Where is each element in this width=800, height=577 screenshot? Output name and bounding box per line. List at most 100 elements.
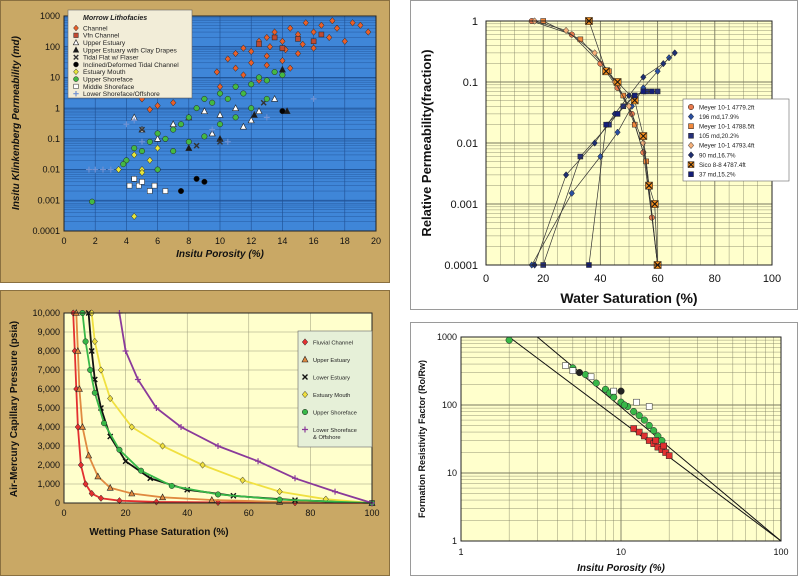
- data-point: [310, 38, 317, 45]
- x-tick-label: 6: [155, 236, 160, 246]
- data-point: [602, 67, 610, 76]
- data-point: [581, 371, 590, 379]
- chart1-x-ticks: 0 2 4 6 8 10 12 14 16 18 20: [61, 236, 381, 246]
- data-point: [147, 188, 153, 194]
- data-point: [153, 405, 160, 411]
- data-point: [209, 126, 216, 133]
- data-point: [625, 102, 633, 110]
- data-point: [248, 59, 255, 67]
- data-point: [139, 179, 145, 185]
- data-point: [266, 43, 273, 51]
- data-point: [216, 83, 224, 91]
- data-point: [287, 24, 294, 32]
- y-tick-label: 1: [452, 536, 457, 546]
- x-tick-label: 0: [61, 236, 66, 246]
- legend-marker: [72, 46, 80, 53]
- data-point: [139, 148, 145, 155]
- data-point: [193, 105, 200, 112]
- data-point: [193, 175, 200, 182]
- data-point: [115, 165, 122, 174]
- data-point: [614, 111, 621, 117]
- legend-label: Estuary Mouth: [83, 69, 126, 76]
- data-point: [139, 126, 145, 133]
- data-point: [271, 69, 278, 76]
- legend-marker: [73, 24, 79, 32]
- y-tick-label: 1: [55, 103, 60, 113]
- legend-marker: [301, 390, 309, 399]
- data-point: [318, 21, 325, 29]
- data-point: [193, 142, 200, 149]
- data-point: [326, 33, 333, 42]
- data-point: [333, 24, 341, 32]
- data-point: [318, 31, 325, 38]
- legend-marker: [73, 76, 79, 82]
- chart1-svg: 0.0001 0.001 0.01 0.1 1 10 100 1000 0 2 4 6 8 10 12 14…: [11, 9, 381, 260]
- y-tick-label: 0.001: [450, 199, 478, 211]
- data-point: [292, 475, 298, 482]
- data-point: [123, 157, 130, 164]
- legend-label: Inclined/Deformed Tidal Channel: [83, 62, 179, 69]
- data-point: [232, 114, 239, 121]
- data-point: [107, 394, 114, 403]
- data-point: [255, 458, 262, 465]
- chart2-svg: 0.0001 0.001 0.01 0.1 1 0 20 40 60 80 100 Water S…: [419, 16, 790, 306]
- data-point: [120, 161, 127, 168]
- x-tick-label: 80: [305, 508, 315, 518]
- data-point: [357, 21, 364, 29]
- data-point: [341, 37, 348, 45]
- legend-marker: [688, 133, 694, 139]
- data-point: [592, 379, 600, 387]
- data-point: [97, 366, 105, 374]
- data-point: [276, 487, 283, 496]
- legend-label: & Offshore: [313, 435, 341, 441]
- x-tick-label: 0: [483, 273, 489, 285]
- series-line: [531, 57, 670, 266]
- data-point: [208, 496, 216, 503]
- chart3-x-ticks: 0 20 40 60 80 100: [61, 508, 379, 518]
- data-point: [85, 451, 93, 459]
- data-point: [138, 467, 144, 474]
- data-point: [217, 90, 223, 97]
- data-point: [613, 78, 622, 86]
- relative-permeability-chart: 0.0001 0.001 0.01 0.1 1 0 20 40 60 80 100 Water S…: [410, 0, 798, 310]
- legend-label: Tidal Flat w/ Flaser: [83, 55, 139, 62]
- data-point: [660, 442, 667, 450]
- legend-marker: [302, 426, 308, 433]
- data-point: [279, 108, 286, 115]
- data-point: [250, 111, 258, 118]
- legend-marker: [73, 68, 79, 76]
- y-tick-label: 100: [442, 400, 457, 410]
- data-point: [185, 114, 192, 121]
- data-point: [185, 138, 192, 145]
- data-point: [88, 348, 95, 354]
- data-point: [134, 376, 141, 383]
- data-point: [295, 36, 301, 42]
- data-point: [91, 337, 98, 346]
- data-point: [332, 488, 339, 495]
- data-point: [263, 95, 270, 102]
- data-point: [170, 99, 177, 107]
- data-point: [248, 81, 255, 88]
- data-point: [302, 19, 309, 27]
- data-point: [591, 139, 598, 147]
- data-point: [240, 44, 247, 52]
- series-line: [534, 52, 676, 266]
- data-point: [131, 212, 138, 220]
- data-point: [263, 61, 270, 69]
- x-tick-label: 8: [186, 236, 191, 246]
- data-point: [154, 134, 162, 142]
- y-tick-label: 100: [45, 42, 60, 52]
- data-point: [240, 71, 247, 79]
- data-point: [649, 88, 655, 95]
- data-point: [279, 57, 286, 65]
- data-point: [279, 45, 286, 51]
- data-point: [185, 144, 193, 151]
- data-point: [224, 138, 231, 145]
- data-point: [248, 47, 255, 56]
- x-tick-label: 1: [458, 547, 463, 557]
- chart2-x-ticks: 0 20 40 60 80 100: [483, 273, 781, 285]
- data-point: [617, 387, 625, 395]
- data-point: [128, 423, 135, 431]
- data-point: [633, 398, 640, 406]
- y-tick-label: 0.0001: [32, 226, 60, 236]
